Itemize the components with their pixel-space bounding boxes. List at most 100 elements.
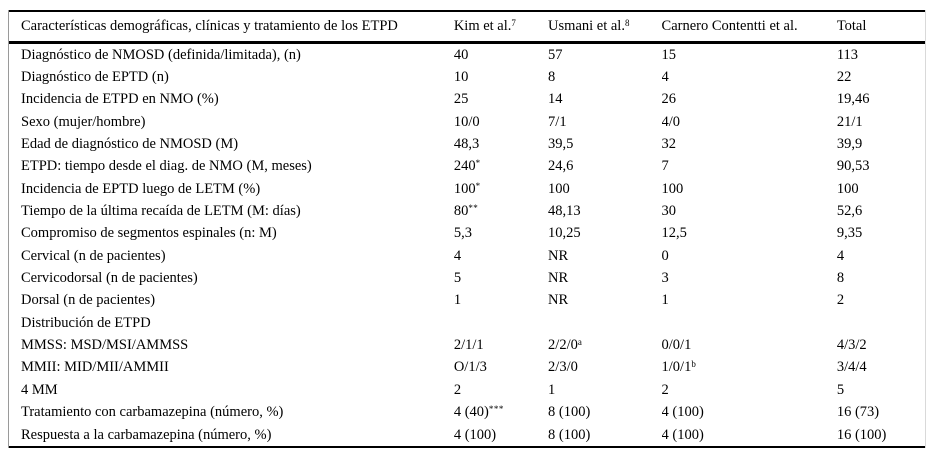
data-cell: 39,5 <box>548 136 574 153</box>
data-cell: 8 <box>548 69 556 86</box>
data-cell: 2 <box>453 381 462 398</box>
row-label: Diagnóstico de EPTD (n) <box>21 69 169 86</box>
data-cell: 48,13 <box>548 203 581 220</box>
superscript-marker: * <box>475 180 481 191</box>
data-cell: 1/0/1b <box>661 359 697 376</box>
row-label: MMSS: MSD/MSI/AMMSS <box>21 337 189 354</box>
data-cell: 12,5 <box>661 225 687 242</box>
row-label: Incidencia de EPTD luego de LETM (%) <box>21 180 261 197</box>
data-cell: 57 <box>548 46 563 63</box>
data-cell: 10 <box>453 69 469 86</box>
data-cell: 2/2/0a <box>548 337 583 354</box>
data-cell: NR <box>548 292 569 309</box>
data-cell: 10,25 <box>548 225 581 242</box>
row-label: Incidencia de ETPD en NMO (%) <box>21 91 219 108</box>
data-cell: 26 <box>661 91 677 108</box>
data-cell: 16 (73) <box>836 404 880 421</box>
row-label: Dorsal (n de pacientes) <box>21 292 156 309</box>
data-cell: 1 <box>453 292 462 309</box>
data-cell <box>837 312 925 334</box>
data-cell: 3/4/4 <box>836 359 867 376</box>
data-cell: 4/0 <box>661 113 681 130</box>
column-header: Kim et al.7 <box>453 17 517 34</box>
data-cell: 10/0 <box>453 113 480 130</box>
table-row: Diagnóstico de EPTD (n) 10 8 4 22 <box>9 66 925 88</box>
data-cell: 25 <box>453 91 469 108</box>
table-row: 4 MM 2 1 2 5 <box>9 379 925 401</box>
table-row: Cervical (n de pacientes) 4 NR 0 4 <box>9 245 925 267</box>
data-cell: 100 <box>661 180 684 197</box>
row-label: ETPD: tiempo desde el diag. de NMO (M, m… <box>21 158 312 175</box>
data-cell: 22 <box>836 69 852 86</box>
demographics-table: Características demográficas, clínicas y… <box>9 10 925 449</box>
data-cell: 90,53 <box>836 158 870 175</box>
table-frame: Características demográficas, clínicas y… <box>8 10 926 449</box>
data-cell: 4 (100) <box>661 404 704 421</box>
data-cell: 40 <box>453 46 469 63</box>
table-row: MMSS: MSD/MSI/AMMSS 2/1/1 2/2/0a 0/0/1 4/3/2 <box>9 334 925 356</box>
table-row: Compromiso de segmentos espinales (n: M)… <box>9 223 925 245</box>
data-cell: 5,3 <box>453 225 472 242</box>
data-cell: 240* <box>453 158 481 175</box>
data-cell: 9,35 <box>836 225 863 242</box>
row-label: Tratamiento con carbamazepina (número, %… <box>21 404 284 421</box>
data-cell: 7 <box>661 158 669 175</box>
column-header: Carnero Contentti et al. <box>661 18 798 34</box>
data-cell: 24,6 <box>548 158 574 175</box>
row-label: Compromiso de segmentos espinales (n: M) <box>21 225 277 242</box>
data-cell: 5 <box>836 381 845 398</box>
data-cell: 2/3/0 <box>548 359 578 376</box>
superscript-marker: a <box>577 337 583 348</box>
table-row: Incidencia de EPTD luego de LETM (%) 100 *… <box>9 178 925 200</box>
superscript-marker: b <box>691 359 697 370</box>
data-cell: 32 <box>661 136 677 153</box>
row-label: Distribución de ETPD <box>21 314 151 331</box>
data-cell: 30 <box>661 203 677 220</box>
data-cell: 80** <box>453 203 479 220</box>
table-row: Dorsal (n de pacientes) 1 NR 1 2 <box>9 290 925 312</box>
column-header-characteristics: Características demográficas, clínicas y… <box>21 18 398 34</box>
superscript-marker: ** <box>468 203 479 214</box>
data-cell: 2/1/1 <box>453 337 484 354</box>
table-row: MMII: MID/MII/AMMII O/1/3 2/3/0 1/0/1b 3/4/4 <box>9 357 925 379</box>
table-row: Diagnóstico de NMOSD (definida/limitada)… <box>9 43 925 67</box>
header-row: Características demográficas, clínicas y… <box>9 11 925 43</box>
row-label: Cervical (n de pacientes) <box>21 247 166 264</box>
table-row: Distribución de ETPD <box>9 312 925 334</box>
data-cell <box>548 312 661 334</box>
data-cell: 8 (100) <box>548 426 591 443</box>
data-cell: 8 <box>836 270 845 287</box>
table-row: Respuesta a la carbamazepina (número, %)… <box>9 424 925 448</box>
row-label: Sexo (mujer/hombre) <box>21 113 146 130</box>
data-cell: 16 (100) <box>836 426 887 443</box>
data-cell: 1 <box>548 381 556 398</box>
superscript-marker: 7 <box>511 17 517 28</box>
superscript-marker: 8 <box>624 17 630 28</box>
table-row: Cervicodorsal (n de pacientes) 5 NR 3 8 <box>9 267 925 289</box>
row-label: Cervicodorsal (n de pacientes) <box>21 270 198 287</box>
data-cell: 21/1 <box>836 113 863 130</box>
data-cell: 7/1 <box>548 113 567 130</box>
data-cell: 4 <box>453 247 462 264</box>
data-cell: 5 <box>453 270 462 287</box>
data-cell: 15 <box>661 46 677 63</box>
table-body: Diagnóstico de NMOSD (definida/limitada)… <box>9 43 925 448</box>
data-cell: 8 (100) <box>548 404 591 421</box>
column-header: Total <box>836 18 867 34</box>
data-cell: 1 <box>661 292 669 309</box>
row-label: Tiempo de la última recaída de LETM (M: … <box>21 203 301 220</box>
data-cell: 52,6 <box>836 203 863 220</box>
table-row: Sexo (mujer/hombre) 10/0 7/1 4/0 21/1 <box>9 111 925 133</box>
row-label: Respuesta a la carbamazepina (número, %) <box>21 426 272 443</box>
data-cell: 4 (100) <box>661 426 704 443</box>
data-cell: 100 <box>548 180 570 197</box>
data-cell: 2 <box>836 292 845 309</box>
data-cell <box>454 312 548 334</box>
superscript-marker: *** <box>488 404 504 415</box>
data-cell: 4 <box>836 247 845 264</box>
column-header: Usmani et al.8 <box>548 17 630 34</box>
data-cell: 14 <box>548 91 563 108</box>
data-cell: 113 <box>836 46 859 63</box>
row-label: 4 MM <box>21 381 58 398</box>
row-label: MMII: MID/MII/AMMII <box>21 359 169 376</box>
